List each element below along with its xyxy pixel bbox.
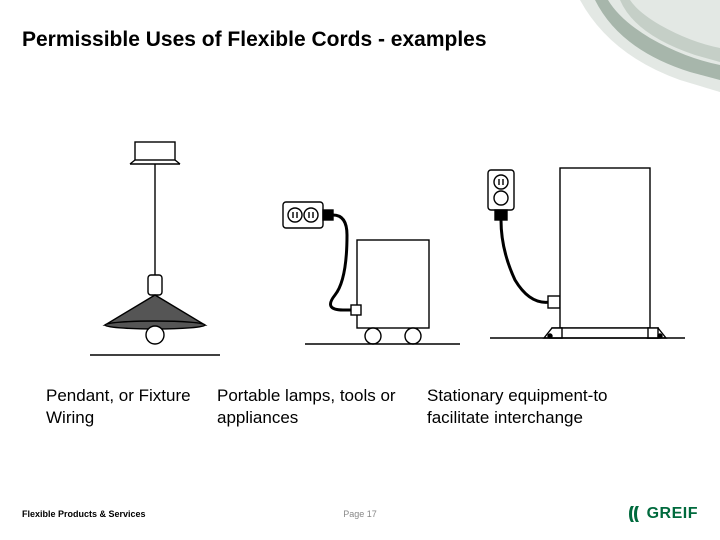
caption-portable: Portable lamps, tools or appliances [217,385,417,429]
footer-left-text: Flexible Products & Services [22,509,146,519]
page-number: 17 [367,509,377,519]
illustration-portable [260,130,470,360]
slide-title: Permissible Uses of Flexible Cords - exa… [22,28,487,52]
logo-text: GREIF [647,505,698,523]
footer-page: Page 17 [343,509,377,519]
swoosh-decoration [520,0,720,150]
page-label: Page [343,509,364,519]
illustrations-row [50,130,690,360]
logo: GREIF [627,504,698,524]
illustration-pendant [50,130,260,360]
caption-stationary: Stationary equipment-to facilitate inter… [427,385,667,429]
illustration-stationary [470,130,690,360]
footer: Flexible Products & Services Page 17 GRE… [22,504,698,524]
logo-icon [627,504,643,524]
caption-pendant: Pendant, or Fixture Wiring [46,385,211,429]
captions-row: Pendant, or Fixture Wiring Portable lamp… [46,385,686,429]
